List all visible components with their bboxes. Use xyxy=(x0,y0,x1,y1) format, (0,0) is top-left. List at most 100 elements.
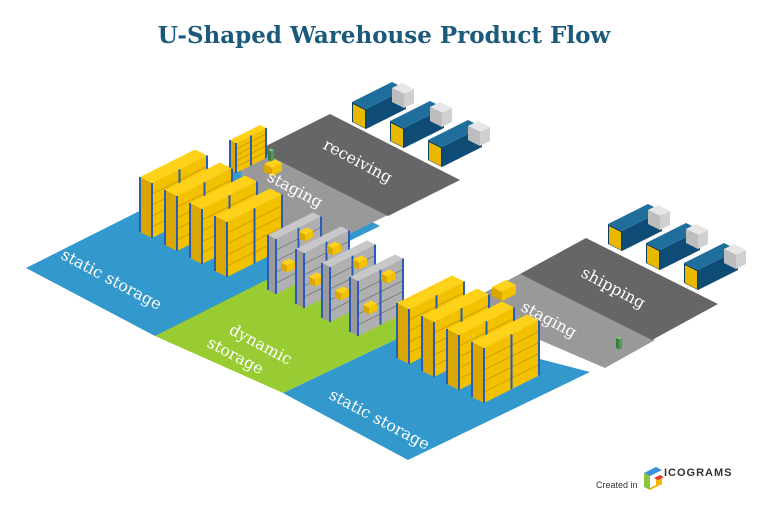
racks-and-trucks xyxy=(139,82,746,403)
worker-top xyxy=(616,336,622,340)
rack-side xyxy=(140,177,152,238)
pallet-front xyxy=(272,163,282,176)
rack-top xyxy=(140,149,207,183)
rack-side xyxy=(268,235,276,294)
box-top xyxy=(381,269,395,277)
rack-side xyxy=(165,190,177,251)
box-side xyxy=(299,231,305,242)
truck-cab-top xyxy=(430,102,452,113)
worker-icon xyxy=(616,336,622,350)
box-top xyxy=(309,272,323,280)
truck-cab-side xyxy=(648,210,660,230)
icograms-logo-icon xyxy=(644,467,664,490)
box-front xyxy=(387,272,395,284)
box-top xyxy=(281,258,295,266)
box-front xyxy=(287,261,295,273)
box-side xyxy=(353,259,359,270)
truck-doors xyxy=(429,142,441,166)
box-top xyxy=(299,227,313,235)
truck-cab-side xyxy=(724,249,736,269)
truck-doors xyxy=(609,226,621,250)
box-top xyxy=(353,255,367,263)
rack-top xyxy=(472,314,539,348)
truck-doors xyxy=(647,245,659,269)
pallet xyxy=(492,280,516,301)
truck-cab-side xyxy=(686,229,698,249)
box-side xyxy=(335,290,341,301)
truck-cab-side xyxy=(392,88,404,108)
truck xyxy=(352,82,414,129)
truck xyxy=(684,243,746,290)
truck-cab-top xyxy=(648,205,670,216)
rack-side xyxy=(215,216,227,277)
box-top xyxy=(335,286,349,294)
rack-side xyxy=(397,303,409,364)
box-front xyxy=(333,244,341,256)
truck-cab-front xyxy=(404,89,414,108)
rack-top xyxy=(268,212,321,239)
worker-front xyxy=(271,150,274,162)
rack-top xyxy=(397,275,464,309)
rack-side xyxy=(230,140,236,173)
truck-doors xyxy=(685,265,697,289)
rack-top xyxy=(230,125,266,143)
truck-cab-top xyxy=(468,121,490,132)
box-front xyxy=(305,230,313,242)
truck-cab-front xyxy=(736,250,746,269)
rack-side xyxy=(296,249,304,308)
truck-cab-top xyxy=(392,83,414,94)
truck-cab-top xyxy=(686,224,708,235)
worker-front xyxy=(619,338,622,350)
truck xyxy=(428,120,490,167)
rack-side xyxy=(322,263,330,322)
worker-top xyxy=(268,148,274,152)
box-front xyxy=(359,258,367,270)
truck-doors xyxy=(391,123,403,147)
zone-staging-right xyxy=(470,274,655,368)
pallet-top xyxy=(264,159,282,168)
truck-cab-side xyxy=(430,107,442,127)
worker-icon xyxy=(268,148,274,162)
worker-side xyxy=(616,338,619,350)
box-side xyxy=(327,245,333,256)
rack-top xyxy=(447,301,514,335)
dynamic-rack xyxy=(349,254,404,336)
static-rack xyxy=(229,125,267,173)
zone-shipping xyxy=(520,238,718,340)
pallet-side xyxy=(492,287,502,301)
created-in-text: Created in xyxy=(596,480,638,490)
truck xyxy=(608,204,670,251)
truck xyxy=(646,223,708,270)
static-rack xyxy=(471,314,540,403)
box-front xyxy=(369,303,377,315)
truck-cab-top xyxy=(724,244,746,255)
pallet-top xyxy=(492,280,516,292)
rack-side xyxy=(472,342,484,403)
worker-side xyxy=(268,150,271,162)
truck-cab-front xyxy=(660,211,670,230)
truck-cab-front xyxy=(442,108,452,127)
rack-top xyxy=(422,288,489,322)
truck xyxy=(390,101,452,148)
truck-doors xyxy=(353,104,365,128)
truck-cab-front xyxy=(480,127,490,146)
pallet-front xyxy=(502,285,516,301)
pallet xyxy=(264,159,282,176)
box-top xyxy=(363,300,377,308)
box-side xyxy=(381,273,387,284)
zone-receiving xyxy=(258,114,460,216)
truck-cab-front xyxy=(698,230,708,249)
rack-top xyxy=(322,240,375,267)
rack-top xyxy=(215,188,282,222)
box-front xyxy=(341,289,349,301)
brand-name: ICOGRAMS xyxy=(664,467,733,479)
rack-side xyxy=(447,329,459,390)
rack-top xyxy=(190,175,257,209)
rack-side xyxy=(190,203,202,264)
rack-top xyxy=(296,226,349,253)
rack-top xyxy=(165,162,232,196)
page-title: U-Shaped Warehouse Product Flow xyxy=(157,22,611,49)
box-top xyxy=(327,241,341,249)
rack-top xyxy=(350,254,403,281)
